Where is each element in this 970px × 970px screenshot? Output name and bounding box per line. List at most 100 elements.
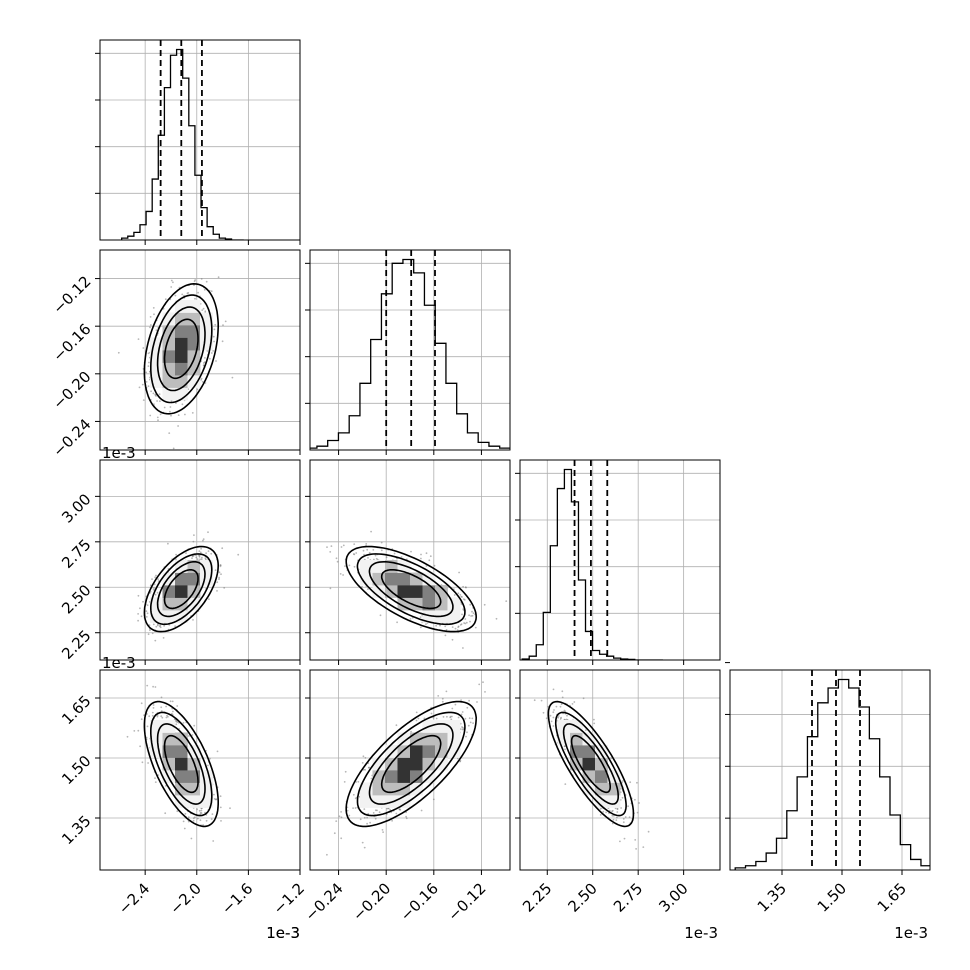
sample-point — [156, 715, 159, 718]
sample-point — [174, 625, 177, 627]
contour-line — [156, 723, 206, 805]
sample-point — [410, 550, 412, 553]
sample-point — [363, 808, 366, 810]
sample-point — [458, 571, 460, 574]
sample-point — [209, 357, 211, 360]
sample-point — [175, 558, 177, 561]
sample-point — [149, 584, 152, 587]
sample-point — [472, 722, 474, 724]
sample-point — [163, 406, 166, 409]
sample-point — [549, 714, 552, 717]
sample-point — [362, 549, 365, 552]
sample-point — [203, 288, 206, 291]
sample-point — [216, 750, 219, 753]
density-panel-3-2 — [520, 670, 720, 870]
sample-point — [428, 559, 431, 562]
sample-point — [237, 553, 240, 556]
sample-point — [200, 812, 203, 815]
sample-point — [557, 716, 560, 719]
sample-point — [460, 699, 462, 701]
y-tick-label: 2.50 — [58, 581, 94, 617]
sample-point — [154, 576, 157, 579]
sample-point — [215, 360, 217, 362]
contour-line — [143, 545, 220, 633]
sample-point — [170, 286, 173, 288]
density-bin — [150, 350, 163, 363]
sample-point — [405, 817, 408, 820]
sample-point — [197, 291, 200, 294]
x-tick-label: −1.6 — [218, 879, 256, 917]
sample-point — [205, 819, 208, 822]
sample-point — [395, 724, 398, 727]
sample-point — [366, 822, 368, 825]
sample-point — [459, 759, 462, 762]
sample-point — [344, 565, 346, 567]
sample-point — [137, 338, 140, 340]
sample-point — [623, 837, 626, 840]
sample-point — [141, 383, 144, 386]
sample-point — [460, 713, 463, 716]
sample-point — [366, 548, 369, 551]
sample-point — [361, 585, 363, 588]
sample-point — [353, 543, 356, 545]
density-bin — [175, 362, 188, 376]
sample-point — [621, 796, 624, 799]
x-tick-label: −0.12 — [444, 879, 489, 924]
sample-point — [476, 701, 478, 703]
sample-point — [363, 816, 366, 819]
sample-point — [374, 817, 377, 820]
sample-point — [181, 403, 184, 406]
sample-point — [638, 802, 640, 804]
sample-point — [566, 714, 568, 717]
sample-point — [450, 718, 453, 721]
contour-line — [150, 711, 213, 817]
sample-point — [340, 546, 343, 548]
sample-point — [170, 414, 172, 417]
sample-point — [184, 812, 187, 815]
contour-line — [163, 569, 199, 610]
sample-point — [398, 808, 401, 811]
sample-point — [552, 725, 555, 727]
sample-point — [552, 688, 555, 691]
sample-point — [362, 755, 365, 758]
contour-line — [345, 545, 478, 633]
sample-point — [375, 557, 378, 560]
histogram-panel-3 — [730, 670, 930, 870]
sample-point — [329, 551, 332, 553]
sample-point — [167, 542, 169, 545]
density-bin — [175, 300, 188, 313]
histogram-step-line — [121, 48, 244, 240]
sample-point — [555, 705, 558, 708]
density-bin — [397, 560, 411, 573]
sample-point — [183, 827, 186, 830]
sample-point — [155, 329, 158, 332]
histogram-step-line — [521, 468, 663, 660]
sample-point — [152, 623, 155, 626]
sample-point — [367, 588, 369, 590]
sample-point — [202, 364, 205, 367]
sample-point — [193, 534, 195, 536]
contour-line — [143, 700, 219, 828]
panel-frame — [309, 459, 511, 661]
sample-point — [165, 705, 168, 708]
sample-point — [157, 578, 160, 581]
sample-point — [155, 574, 157, 577]
sample-point — [552, 711, 555, 714]
density-bin — [385, 782, 398, 796]
sample-point — [169, 700, 172, 703]
sample-point — [379, 614, 382, 617]
density-bin — [582, 757, 596, 771]
sample-point — [146, 725, 149, 728]
sample-point — [459, 594, 462, 596]
sample-point — [456, 629, 459, 631]
sample-point — [161, 716, 164, 719]
sample-point — [156, 591, 159, 594]
sample-point — [205, 280, 208, 283]
contour-line — [150, 294, 213, 404]
density-bin — [422, 585, 436, 598]
x-offset-label: 1e-3 — [266, 924, 300, 942]
sample-point — [196, 558, 199, 561]
sample-point — [151, 632, 154, 635]
sample-point — [170, 279, 173, 282]
sample-point — [460, 623, 463, 625]
